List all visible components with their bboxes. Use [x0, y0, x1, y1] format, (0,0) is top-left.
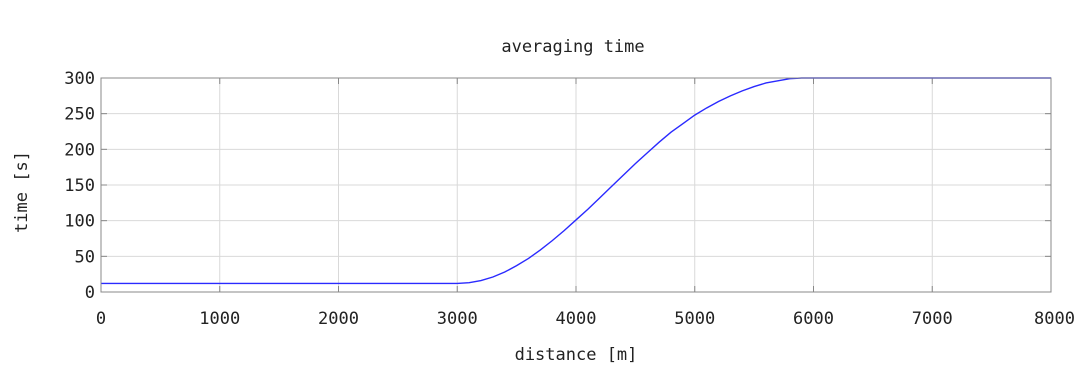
chart-title: averaging time [501, 37, 644, 57]
x-tick-label: 7000 [912, 309, 953, 329]
y-tick-label: 150 [64, 176, 95, 196]
y-axis-label: time [s] [12, 151, 32, 233]
y-tick-label: 200 [64, 140, 95, 160]
x-tick-label: 8000 [1034, 309, 1075, 329]
x-tick-label: 3000 [437, 309, 478, 329]
y-tick-label: 50 [75, 247, 95, 267]
plot-frame [100, 77, 1052, 293]
x-tick-label: 4000 [556, 309, 597, 329]
y-tick-label: 250 [64, 105, 95, 125]
grid [101, 78, 1051, 292]
x-axis-label: distance [m] [515, 345, 638, 365]
x-tick-label: 5000 [674, 309, 715, 329]
y-axis-ticks: 0 50 100 150 200 250 300 [64, 69, 1051, 303]
x-tick-label: 6000 [793, 309, 834, 329]
x-tick-label: 1000 [199, 309, 240, 329]
y-tick-label: 100 [64, 212, 95, 232]
x-tick-label: 2000 [318, 309, 359, 329]
y-tick-label: 300 [64, 69, 95, 89]
series-line [101, 77, 1051, 285]
y-tick-label: 0 [85, 283, 95, 303]
x-tick-label: 0 [96, 309, 106, 329]
x-axis-ticks: 0 1000 2000 3000 4000 5000 6000 7000 8000 [96, 78, 1075, 329]
